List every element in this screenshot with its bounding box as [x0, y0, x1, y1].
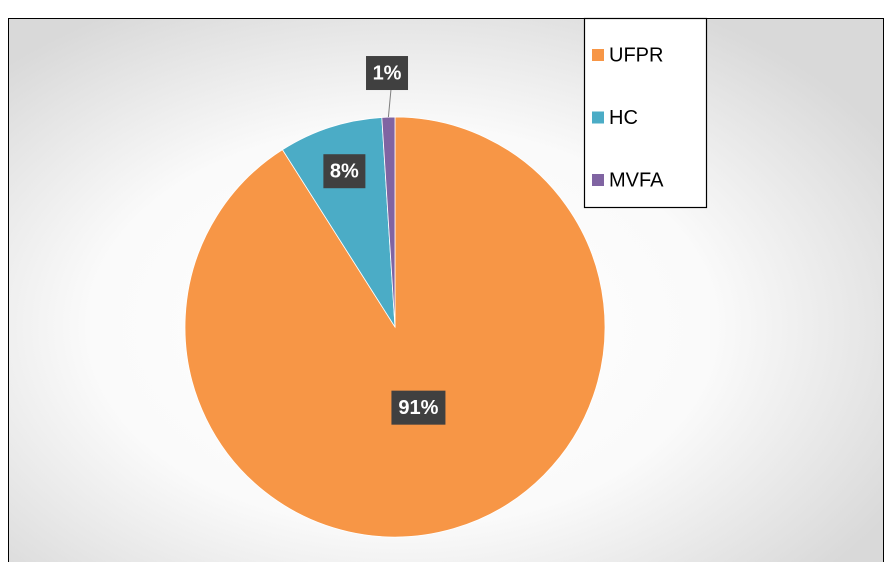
legend-label: UFPR [609, 44, 663, 66]
leader-line [387, 88, 392, 118]
data-label-box [323, 154, 366, 189]
data-label-box [391, 390, 446, 425]
data-label: 1% [373, 62, 402, 84]
legend-swatch [592, 49, 604, 61]
legend-box [583, 17, 708, 209]
legend: UFPR HC MVFA [592, 44, 664, 191]
data-label-box [366, 56, 409, 91]
pie [184, 116, 606, 538]
data-label: 91% [398, 397, 438, 419]
data-labels: 91% 8% 1% [323, 56, 446, 425]
pie-slice [281, 116, 396, 328]
legend-label: MVFA [609, 169, 664, 191]
legend-swatch [592, 111, 604, 124]
legend-label: HC [609, 107, 638, 129]
legend-swatch [592, 174, 604, 186]
data-label: 8% [330, 160, 359, 182]
